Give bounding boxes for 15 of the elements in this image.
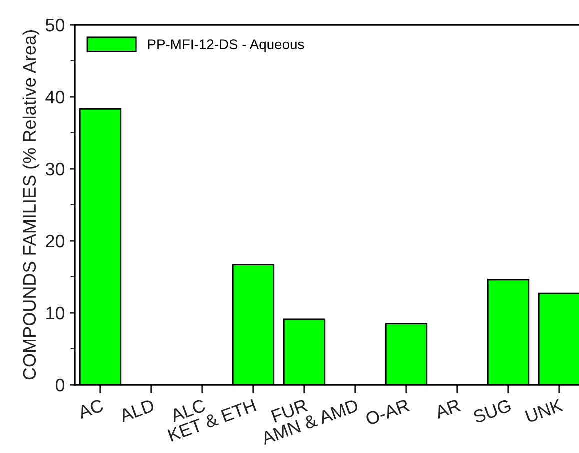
y-tick-label: 50 xyxy=(46,18,65,32)
x-tick-label: AR xyxy=(434,399,462,420)
x-tick-label: O-AR xyxy=(365,398,410,426)
y-tick-label: 0 xyxy=(56,378,65,392)
x-tick-label: AC xyxy=(77,398,104,420)
y-tick-label: 10 xyxy=(46,306,65,320)
y-tick-label: 20 xyxy=(46,234,65,248)
x-tick-label: FUR xyxy=(271,399,308,423)
x-tick-label: ALD xyxy=(118,399,156,422)
y-tick-label: 40 xyxy=(46,90,65,104)
y-tick-label: 30 xyxy=(46,162,65,176)
x-tick-label: SUG xyxy=(472,399,512,424)
legend-label: PP-MFI-12-DS - Aqueous xyxy=(148,40,304,52)
x-tick-label: UNK xyxy=(525,398,564,424)
y-axis-title: COMPOUNDS FAMILIES (% Relative Area) xyxy=(22,30,40,380)
